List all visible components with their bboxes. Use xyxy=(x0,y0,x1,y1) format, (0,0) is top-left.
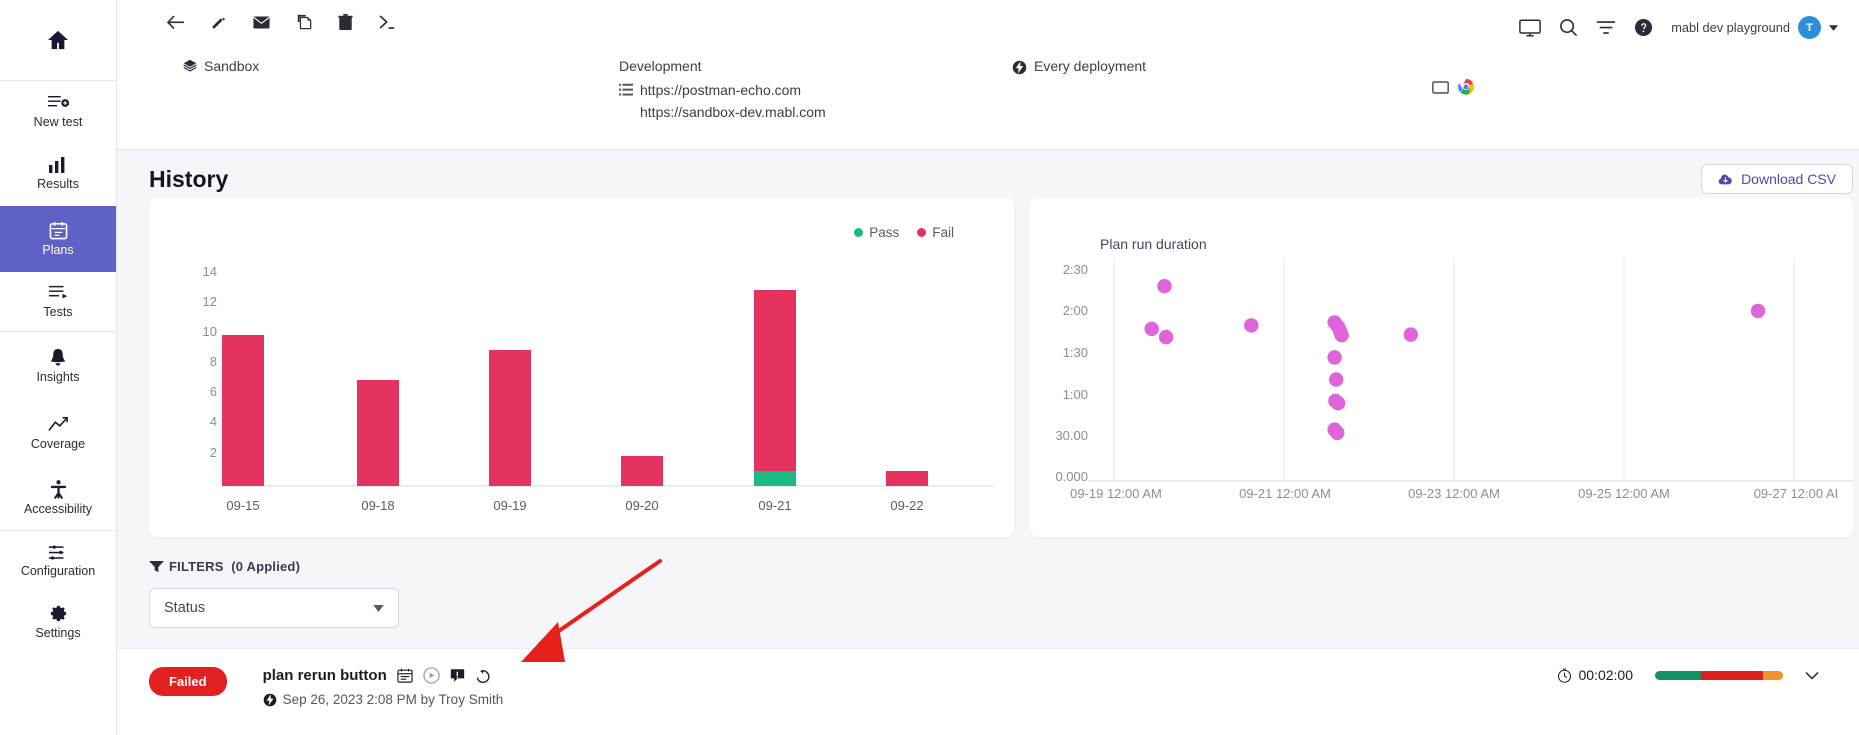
svg-text:2:00: 2:00 xyxy=(1063,303,1088,318)
svg-text:09-25 12:00 AM: 09-25 12:00 AM xyxy=(1578,486,1670,501)
svg-text:2:30: 2:30 xyxy=(1063,262,1088,277)
svg-text:0.000: 0.000 xyxy=(1055,469,1088,484)
svg-text:10: 10 xyxy=(203,324,217,339)
svg-text:4: 4 xyxy=(210,414,217,429)
svg-text:09-15: 09-15 xyxy=(226,498,259,513)
svg-text:09-27 12:00 AI: 09-27 12:00 AI xyxy=(1754,486,1839,501)
svg-text:09-19 12:00 AM: 09-19 12:00 AM xyxy=(1070,486,1162,501)
svg-text:09-20: 09-20 xyxy=(625,498,658,513)
svg-text:09-21 12:00 AM: 09-21 12:00 AM xyxy=(1239,486,1331,501)
svg-text:1:00: 1:00 xyxy=(1063,387,1088,402)
svg-text:2: 2 xyxy=(210,445,217,460)
svg-text:09-19: 09-19 xyxy=(493,498,526,513)
svg-text:09-18: 09-18 xyxy=(361,498,394,513)
svg-text:09-21: 09-21 xyxy=(758,498,791,513)
svg-text:6: 6 xyxy=(210,384,217,399)
svg-text:09-23 12:00 AM: 09-23 12:00 AM xyxy=(1408,486,1500,501)
svg-text:12: 12 xyxy=(203,294,217,309)
svg-text:09-22: 09-22 xyxy=(890,498,923,513)
svg-text:14: 14 xyxy=(203,264,217,279)
svg-text:1:30: 1:30 xyxy=(1063,345,1088,360)
svg-text:8: 8 xyxy=(210,354,217,369)
svg-text:30.00: 30.00 xyxy=(1055,428,1088,443)
